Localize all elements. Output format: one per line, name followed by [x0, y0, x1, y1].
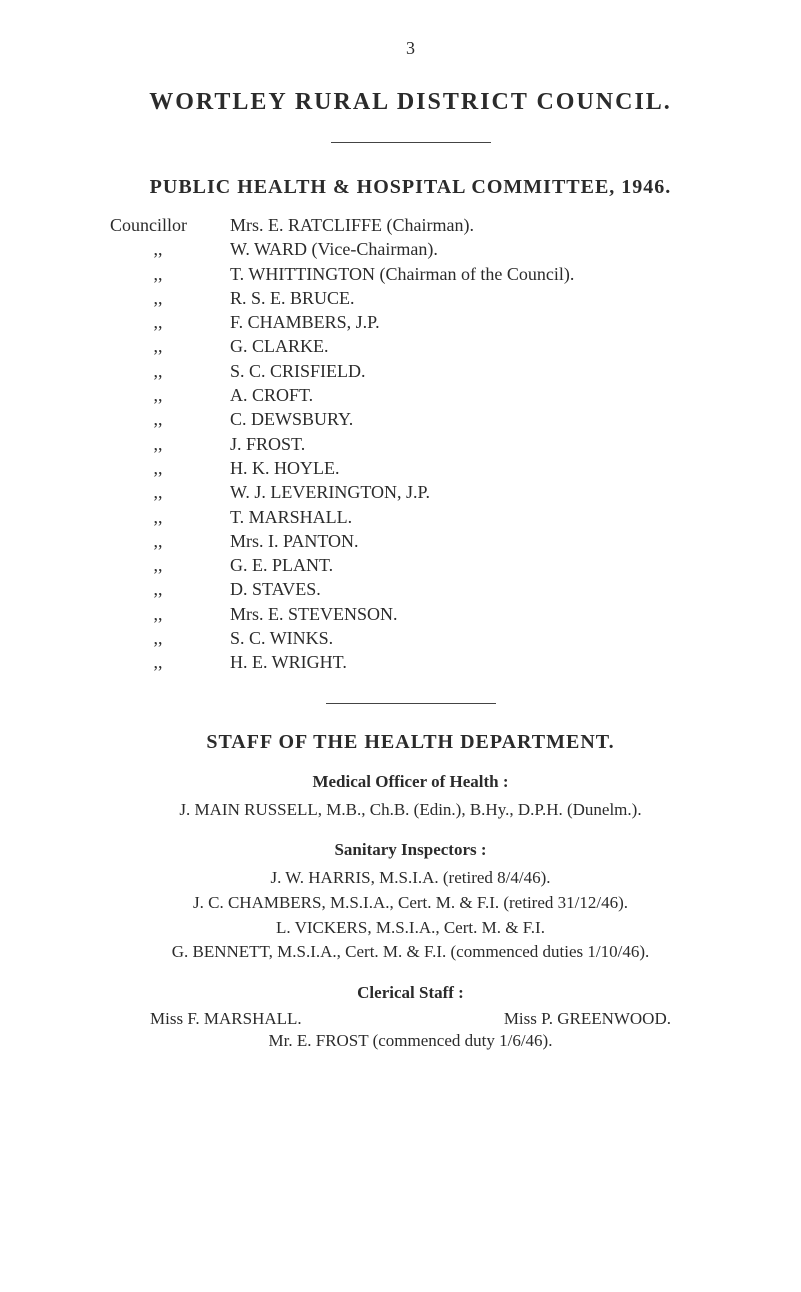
member-name: Mrs. E. RATCLIFFE (Chairman). — [230, 213, 711, 237]
page-number: 3 — [110, 38, 711, 59]
roster-row: ,, S. C. WINKS. — [110, 626, 711, 650]
roster-row: ,, C. DEWSBURY. — [110, 407, 711, 431]
member-name: C. DEWSBURY. — [230, 407, 711, 431]
roster-row: ,, G. CLARKE. — [110, 334, 711, 358]
councillor-label: Councillor — [110, 213, 230, 237]
member-name: G. E. PLANT. — [230, 553, 711, 577]
clerical-label: Clerical Staff : — [110, 983, 711, 1003]
inspector-line: J. W. HARRIS, M.S.I.A. (retired 8/4/46). — [110, 866, 711, 891]
clerical-block: Clerical Staff : Miss F. MARSHALL. Miss … — [110, 983, 711, 1054]
staff-heading: STAFF OF THE HEALTH DEPARTMENT. — [110, 731, 711, 754]
ditto-mark: ,, — [110, 432, 230, 456]
member-name: W. J. LEVERINGTON, J.P. — [230, 480, 711, 504]
ditto-mark: ,, — [110, 237, 230, 261]
ditto-mark: ,, — [110, 334, 230, 358]
ditto-mark: ,, — [110, 456, 230, 480]
clerical-bottom: Mr. E. FROST (commenced duty 1/6/46). — [110, 1029, 711, 1054]
ditto-mark: ,, — [110, 577, 230, 601]
member-name: A. CROFT. — [230, 383, 711, 407]
roster-row: ,, D. STAVES. — [110, 577, 711, 601]
ditto-mark: ,, — [110, 626, 230, 650]
ditto-mark: ,, — [110, 310, 230, 334]
member-name: W. WARD (Vice-Chairman). — [230, 237, 711, 261]
inspector-line: L. VICKERS, M.S.I.A., Cert. M. & F.I. — [110, 916, 711, 941]
roster-row: ,, H. K. HOYLE. — [110, 456, 711, 480]
roster-row: ,, Mrs. E. STEVENSON. — [110, 602, 711, 626]
document-page: 3 WORTLEY RURAL DISTRICT COUNCIL. PUBLIC… — [0, 0, 801, 1292]
clerical-right: Miss P. GREENWOOD. — [504, 1009, 671, 1029]
inspectors-label: Sanitary Inspectors : — [110, 840, 711, 860]
member-name: H. K. HOYLE. — [230, 456, 711, 480]
member-name: T. MARSHALL. — [230, 505, 711, 529]
member-name: Mrs. I. PANTON. — [230, 529, 711, 553]
roster-row: ,, T. WHITTINGTON (Chairman of the Counc… — [110, 262, 711, 286]
roster-row: ,, G. E. PLANT. — [110, 553, 711, 577]
roster-row: Councillor Mrs. E. RATCLIFFE (Chairman). — [110, 213, 711, 237]
ditto-mark: ,, — [110, 553, 230, 577]
roster-row: ,, R. S. E. BRUCE. — [110, 286, 711, 310]
roster-row: ,, Mrs. I. PANTON. — [110, 529, 711, 553]
ditto-mark: ,, — [110, 383, 230, 407]
moh-block: Medical Officer of Health : J. MAIN RUSS… — [110, 772, 711, 823]
councillor-roster: Councillor Mrs. E. RATCLIFFE (Chairman).… — [110, 213, 711, 675]
committee-heading: PUBLIC HEALTH & HOSPITAL COMMITTEE, 1946… — [110, 176, 711, 199]
member-name: Mrs. E. STEVENSON. — [230, 602, 711, 626]
title-rule — [110, 130, 711, 148]
member-name: F. CHAMBERS, J.P. — [230, 310, 711, 334]
ditto-mark: ,, — [110, 505, 230, 529]
inspectors-block: Sanitary Inspectors : J. W. HARRIS, M.S.… — [110, 840, 711, 965]
roster-row: ,, S. C. CRISFIELD. — [110, 359, 711, 383]
ditto-mark: ,, — [110, 407, 230, 431]
member-name: R. S. E. BRUCE. — [230, 286, 711, 310]
roster-row: ,, T. MARSHALL. — [110, 505, 711, 529]
ditto-mark: ,, — [110, 480, 230, 504]
document-title: WORTLEY RURAL DISTRICT COUNCIL. — [110, 89, 711, 116]
inspector-line: J. C. CHAMBERS, M.S.I.A., Cert. M. & F.I… — [110, 891, 711, 916]
ditto-mark: ,, — [110, 262, 230, 286]
moh-line: J. MAIN RUSSELL, M.B., Ch.B. (Edin.), B.… — [110, 798, 711, 823]
moh-label: Medical Officer of Health : — [110, 772, 711, 792]
roster-row: ,, W. J. LEVERINGTON, J.P. — [110, 480, 711, 504]
member-name: H. E. WRIGHT. — [230, 650, 711, 674]
ditto-mark: ,, — [110, 286, 230, 310]
clerical-left: Miss F. MARSHALL. — [150, 1009, 302, 1029]
ditto-mark: ,, — [110, 650, 230, 674]
ditto-mark: ,, — [110, 602, 230, 626]
roster-row: ,, H. E. WRIGHT. — [110, 650, 711, 674]
member-name: S. C. WINKS. — [230, 626, 711, 650]
ditto-mark: ,, — [110, 529, 230, 553]
member-name: J. FROST. — [230, 432, 711, 456]
section-rule — [110, 691, 711, 709]
member-name: S. C. CRISFIELD. — [230, 359, 711, 383]
ditto-mark: ,, — [110, 359, 230, 383]
member-name: D. STAVES. — [230, 577, 711, 601]
clerical-row: Miss F. MARSHALL. Miss P. GREENWOOD. — [110, 1009, 711, 1029]
member-name: T. WHITTINGTON (Chairman of the Council)… — [230, 262, 711, 286]
member-name: G. CLARKE. — [230, 334, 711, 358]
roster-row: ,, J. FROST. — [110, 432, 711, 456]
inspector-line: G. BENNETT, M.S.I.A., Cert. M. & F.I. (c… — [110, 940, 711, 965]
roster-row: ,, A. CROFT. — [110, 383, 711, 407]
roster-row: ,, W. WARD (Vice-Chairman). — [110, 237, 711, 261]
roster-row: ,, F. CHAMBERS, J.P. — [110, 310, 711, 334]
